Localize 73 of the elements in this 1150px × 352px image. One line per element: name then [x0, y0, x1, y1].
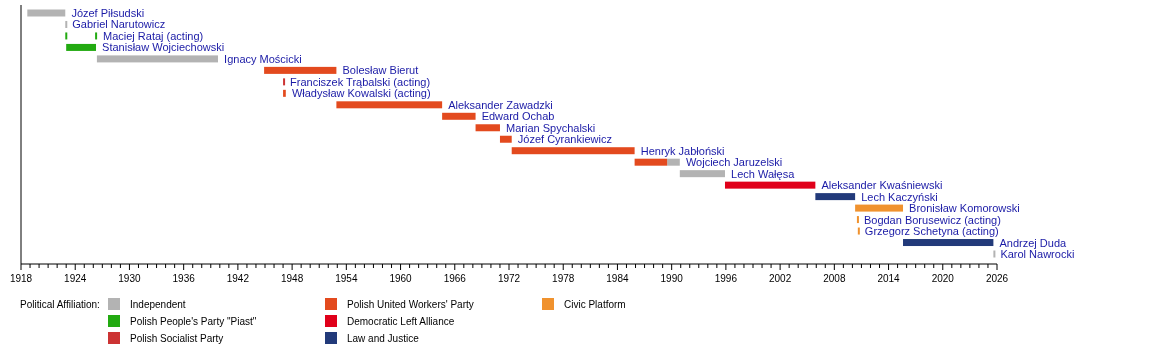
bar	[903, 239, 994, 247]
x-tick-label: 2026	[985, 273, 1009, 284]
x-tick-label: 1996	[714, 273, 738, 284]
legend-label: Polish United Workers' Party	[347, 299, 474, 310]
x-tick-label: 2002	[768, 273, 792, 284]
y-tick-label: Karol Nawrocki	[1000, 248, 1075, 260]
y-tick-label: Aleksander Zawadzki	[448, 98, 553, 111]
bar	[511, 147, 635, 155]
legend-label: Polish Socialist Party	[130, 333, 224, 344]
bar	[724, 181, 816, 189]
y-tick-label: Władysław Kowalski (acting)	[291, 87, 431, 100]
y-tick-label: Bolesław Bierut	[342, 64, 419, 77]
y-tick-label: Lech Wałęsa	[731, 167, 796, 180]
bar	[65, 32, 68, 40]
bar	[27, 9, 66, 17]
y-tick-label: Ignacy Mościcki	[224, 52, 302, 65]
bar	[634, 158, 668, 166]
y-tick-label: Aleksander Kwaśniewski	[821, 179, 943, 192]
y-tick-label: Gabriel Narutowicz	[72, 18, 166, 31]
y-tick-label: Franciszek Trąbalski (acting)	[290, 75, 431, 88]
bar	[993, 250, 996, 258]
x-tick-label: 1954	[335, 273, 358, 284]
bar	[283, 89, 286, 97]
bar	[66, 43, 97, 51]
bar	[499, 135, 512, 143]
bar	[475, 124, 500, 132]
legend-title: Political Affiliation:	[20, 299, 100, 310]
x-tick-label: 1960	[389, 273, 413, 284]
bar	[855, 204, 904, 212]
y-tick-label: Wojciech Jaruzelski	[685, 156, 783, 169]
legend-label: Law and Justice	[347, 333, 420, 344]
legend-label: Civic Platform	[564, 299, 626, 310]
y-tick-label: Bronisław Komorowski	[909, 202, 1020, 215]
x-tick-label: 1966	[443, 273, 467, 284]
x-tick-label: 1936	[172, 273, 196, 284]
y-tick-label: Józef Cyrankiewicz	[517, 133, 612, 146]
x-tick-label: 1942	[226, 273, 250, 284]
y-tick-label: Grzegorz Schetyna (acting)	[864, 225, 999, 238]
y-tick-label: Marian Spychalski	[506, 121, 596, 134]
y-tick-label: Andrzej Duda	[999, 236, 1068, 249]
bar	[283, 78, 286, 86]
bar	[336, 101, 443, 109]
bar	[264, 66, 337, 74]
x-tick-label: 1984	[606, 273, 629, 284]
y-tick-label: Maciej Rataj (acting)	[103, 29, 204, 42]
bar	[667, 158, 680, 166]
x-tick-label: 1978	[552, 273, 575, 284]
y-tick-label: Lech Kaczyński	[861, 190, 938, 203]
legend-label: Polish People's Party "Piast"	[130, 316, 257, 327]
bar	[679, 170, 725, 178]
x-tick-label: 1924	[64, 273, 87, 284]
x-tick-label: 1972	[497, 273, 521, 284]
x-tick-label: 2020	[931, 273, 955, 284]
y-tick-label: Stanisław Wojciechowski	[102, 41, 225, 54]
x-tick-label: 1930	[118, 273, 141, 284]
bar	[96, 55, 219, 63]
bar	[442, 112, 476, 120]
bar	[857, 227, 860, 235]
y-tick-label: Edward Ochab	[481, 110, 555, 123]
x-tick-label: 2008	[823, 273, 846, 284]
x-tick-label: 1918	[9, 273, 33, 284]
x-tick-label: 1948	[280, 273, 304, 284]
bar	[65, 20, 68, 28]
y-tick-label: Bogdan Borusewicz (acting)	[863, 213, 1001, 226]
x-tick-label: 2014	[877, 273, 901, 284]
y-tick-label: Henryk Jabłoński	[640, 144, 725, 157]
legend-label: Democratic Left Alliance	[347, 316, 455, 327]
legend-label: Independent	[130, 299, 186, 310]
x-tick-label: 1990	[660, 273, 684, 284]
bar	[95, 32, 98, 40]
bar	[815, 193, 856, 201]
bar	[856, 216, 859, 224]
y-tick-label: Józef Piłsudski	[71, 7, 145, 19]
